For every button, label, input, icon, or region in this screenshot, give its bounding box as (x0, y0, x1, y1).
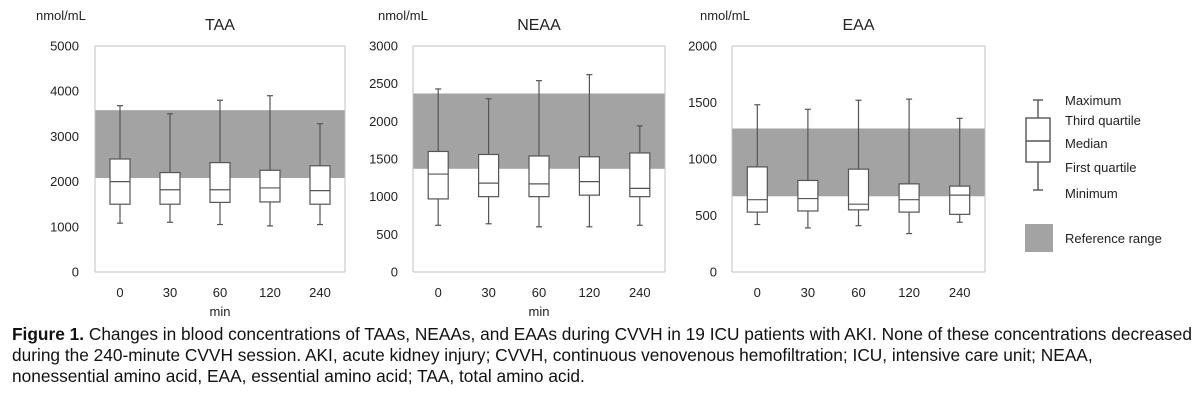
legend-reference-range-label: Reference range (1065, 231, 1162, 246)
taa-x-tick-label: 30 (163, 285, 177, 300)
neaa-x-tick-label: 30 (481, 285, 495, 300)
eaa-box (746, 166, 768, 213)
taa-x-tick-label: 120 (259, 285, 281, 300)
legend-maximum-label: Maximum (1065, 93, 1121, 108)
neaa-box (427, 150, 449, 200)
neaa-x-tick-label: 240 (629, 285, 651, 300)
neaa-y-axis-label: nmol/mL (378, 8, 428, 23)
neaa-x-axis-label: min (529, 304, 550, 318)
taa-y-tick-label: 1000 (50, 219, 79, 234)
neaa-y-tick-label: 2000 (369, 114, 398, 129)
taa-y-tick-label: 0 (72, 265, 79, 280)
taa-x-axis-label: min (210, 304, 231, 318)
figure-caption: Figure 1. Changes in blood concentration… (12, 324, 1192, 387)
figure-caption-text: Changes in blood concentrations of TAAs,… (12, 324, 1192, 386)
eaa-y-tick-label: 0 (710, 265, 717, 280)
neaa-box (578, 156, 601, 196)
legend-reference-swatch (1025, 224, 1053, 252)
taa-y-tick-label: 2000 (50, 174, 79, 189)
eaa-y-tick-label: 1000 (688, 152, 717, 167)
legend-third-quartile-label: Third quartile (1065, 113, 1141, 128)
legend-first-quartile-label: First quartile (1065, 160, 1137, 175)
neaa-y-tick-label: 2500 (369, 76, 398, 91)
eaa-x-tick-label: 240 (949, 285, 971, 300)
eaa-y-tick-label: 2000 (688, 39, 717, 54)
taa-box (159, 171, 181, 205)
eaa-chart-title: EAA (842, 17, 874, 34)
neaa-chart-title: NEAA (517, 17, 561, 34)
taa-y-tick-label: 5000 (50, 39, 79, 54)
eaa-y-axis-label: nmol/mL (700, 8, 750, 23)
taa-box (309, 165, 331, 205)
taa-y-tick-label: 3000 (50, 129, 79, 144)
figure-label: Figure 1. (12, 324, 85, 344)
eaa-x-tick-label: 30 (801, 285, 815, 300)
neaa-y-tick-label: 500 (376, 227, 398, 242)
eaa-y-tick-label: 500 (695, 208, 717, 223)
eaa-x-tick-label: 120 (898, 285, 920, 300)
eaa-x-tick-label: 0 (754, 285, 761, 300)
neaa-y-tick-label: 1000 (369, 189, 398, 204)
taa-chart-title: TAA (205, 17, 235, 34)
taa-y-tick-label: 4000 (50, 84, 79, 99)
neaa-box (478, 153, 500, 198)
taa-y-axis-label: nmol/mL (36, 8, 86, 23)
legend-box (1025, 117, 1051, 163)
taa-x-tick-label: 0 (116, 285, 123, 300)
taa-box (259, 169, 281, 203)
legend-median-label: Median (1065, 136, 1108, 151)
neaa-box (528, 155, 550, 198)
neaa-x-tick-label: 0 (435, 285, 442, 300)
taa-box (209, 162, 231, 203)
eaa-y-tick-label: 1500 (688, 95, 717, 110)
neaa-y-tick-label: 3000 (369, 39, 398, 54)
neaa-y-tick-label: 1500 (369, 152, 398, 167)
eaa-box (847, 168, 870, 211)
neaa-box (629, 152, 651, 198)
eaa-box (898, 183, 920, 213)
taa-x-tick-label: 240 (309, 285, 331, 300)
eaa-x-tick-label: 60 (851, 285, 865, 300)
eaa-box (797, 179, 819, 212)
eaa-box (949, 185, 971, 215)
neaa-x-tick-label: 120 (579, 285, 601, 300)
legend-minimum-label: Minimum (1065, 186, 1118, 201)
neaa-y-tick-label: 0 (391, 265, 398, 280)
neaa-x-tick-label: 60 (532, 285, 546, 300)
taa-x-tick-label: 60 (213, 285, 227, 300)
legend: Maximum Third quartile Median First quar… (1025, 93, 1162, 252)
